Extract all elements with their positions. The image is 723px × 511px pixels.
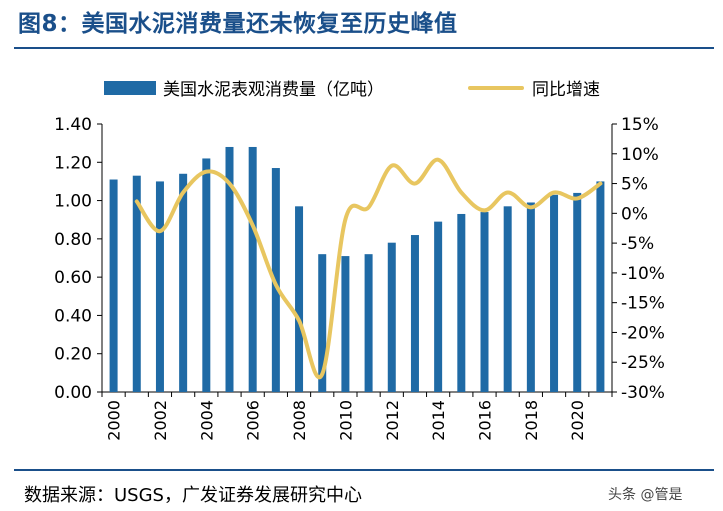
x-axis-tick-label: 2002 (151, 400, 170, 441)
bar-consumption (526, 202, 535, 392)
left-axis-tick-label: 0.00 (54, 383, 92, 403)
legend-label-consumption: 美国水泥表观消费量（亿吨） (163, 80, 384, 100)
bar-consumption (596, 181, 605, 392)
left-axis-tick-label: 1.20 (54, 153, 92, 173)
left-axis-tick-label: 0.80 (54, 230, 92, 250)
left-axis-tick-label: 0.20 (54, 345, 92, 365)
bar-consumption (295, 206, 304, 392)
title-divider (14, 47, 714, 49)
watermark: 头条 @管是 (608, 487, 683, 503)
right-axis-tick-label: 15% (621, 115, 659, 135)
bar-consumption (341, 256, 350, 392)
left-axis-tick-label: 1.40 (54, 115, 92, 135)
legend-swatch-consumption (104, 81, 156, 95)
x-axis-tick-label: 2018 (522, 400, 541, 441)
line-yoy-growth (134, 157, 603, 380)
x-axis-tick-label: 2016 (476, 400, 495, 441)
bar-consumption (550, 194, 559, 392)
bar-consumption (573, 192, 582, 392)
left-axis-tick-label: 0.40 (54, 306, 92, 326)
bar-consumption (410, 235, 419, 392)
bar-consumption (155, 181, 164, 392)
bar-consumption (387, 242, 396, 392)
bar-consumption (364, 254, 373, 392)
legend-label-growth: 同比增速 (532, 80, 600, 100)
x-axis-tick-label: 2000 (105, 400, 124, 441)
footer-divider (14, 469, 714, 471)
bar-consumption (457, 213, 466, 392)
left-axis-tick-label: 1.00 (54, 192, 92, 212)
right-axis-tick-label: -25% (621, 353, 665, 373)
right-axis-tick-label: -20% (621, 323, 665, 343)
bar-consumption (480, 212, 489, 392)
chart-title: 图8：美国水泥消费量还未恢复至历史峰值 (18, 11, 458, 37)
x-axis-tick-label: 2020 (568, 400, 587, 441)
right-axis-tick-label: 5% (621, 175, 648, 195)
bar-consumption (132, 175, 141, 392)
x-axis-tick-label: 2010 (336, 400, 355, 441)
x-axis-tick-label: 2014 (429, 400, 448, 441)
left-axis-tick-label: 0.60 (54, 268, 92, 288)
bar-consumption (225, 146, 234, 392)
data-source-note: 数据来源：USGS，广发证券发展研究中心 (24, 485, 362, 506)
right-axis-tick-label: -15% (621, 294, 665, 314)
right-axis-tick-label: 10% (621, 145, 659, 165)
right-axis-tick-label: -30% (621, 383, 665, 403)
bar-consumption (202, 158, 211, 392)
bar-consumption (503, 206, 512, 392)
bar-consumption (318, 254, 327, 392)
x-axis-tick-label: 2006 (244, 400, 263, 441)
bar-consumption (434, 221, 443, 392)
x-axis-tick-label: 2008 (290, 400, 309, 441)
right-axis-tick-label: -5% (621, 234, 654, 254)
x-axis-tick-label: 2012 (383, 400, 402, 441)
bar-consumption (109, 179, 118, 392)
right-axis-tick-label: 0% (621, 204, 648, 224)
x-axis-tick-label: 2004 (197, 400, 216, 441)
chart: 0.00 0.20 0.40 0.60 0.80 1.00 1.20 1.40 -30% -25%… (54, 80, 665, 441)
bar-consumption (248, 146, 257, 392)
bar-consumption (179, 173, 188, 392)
right-axis-tick-label: -10% (621, 264, 665, 284)
